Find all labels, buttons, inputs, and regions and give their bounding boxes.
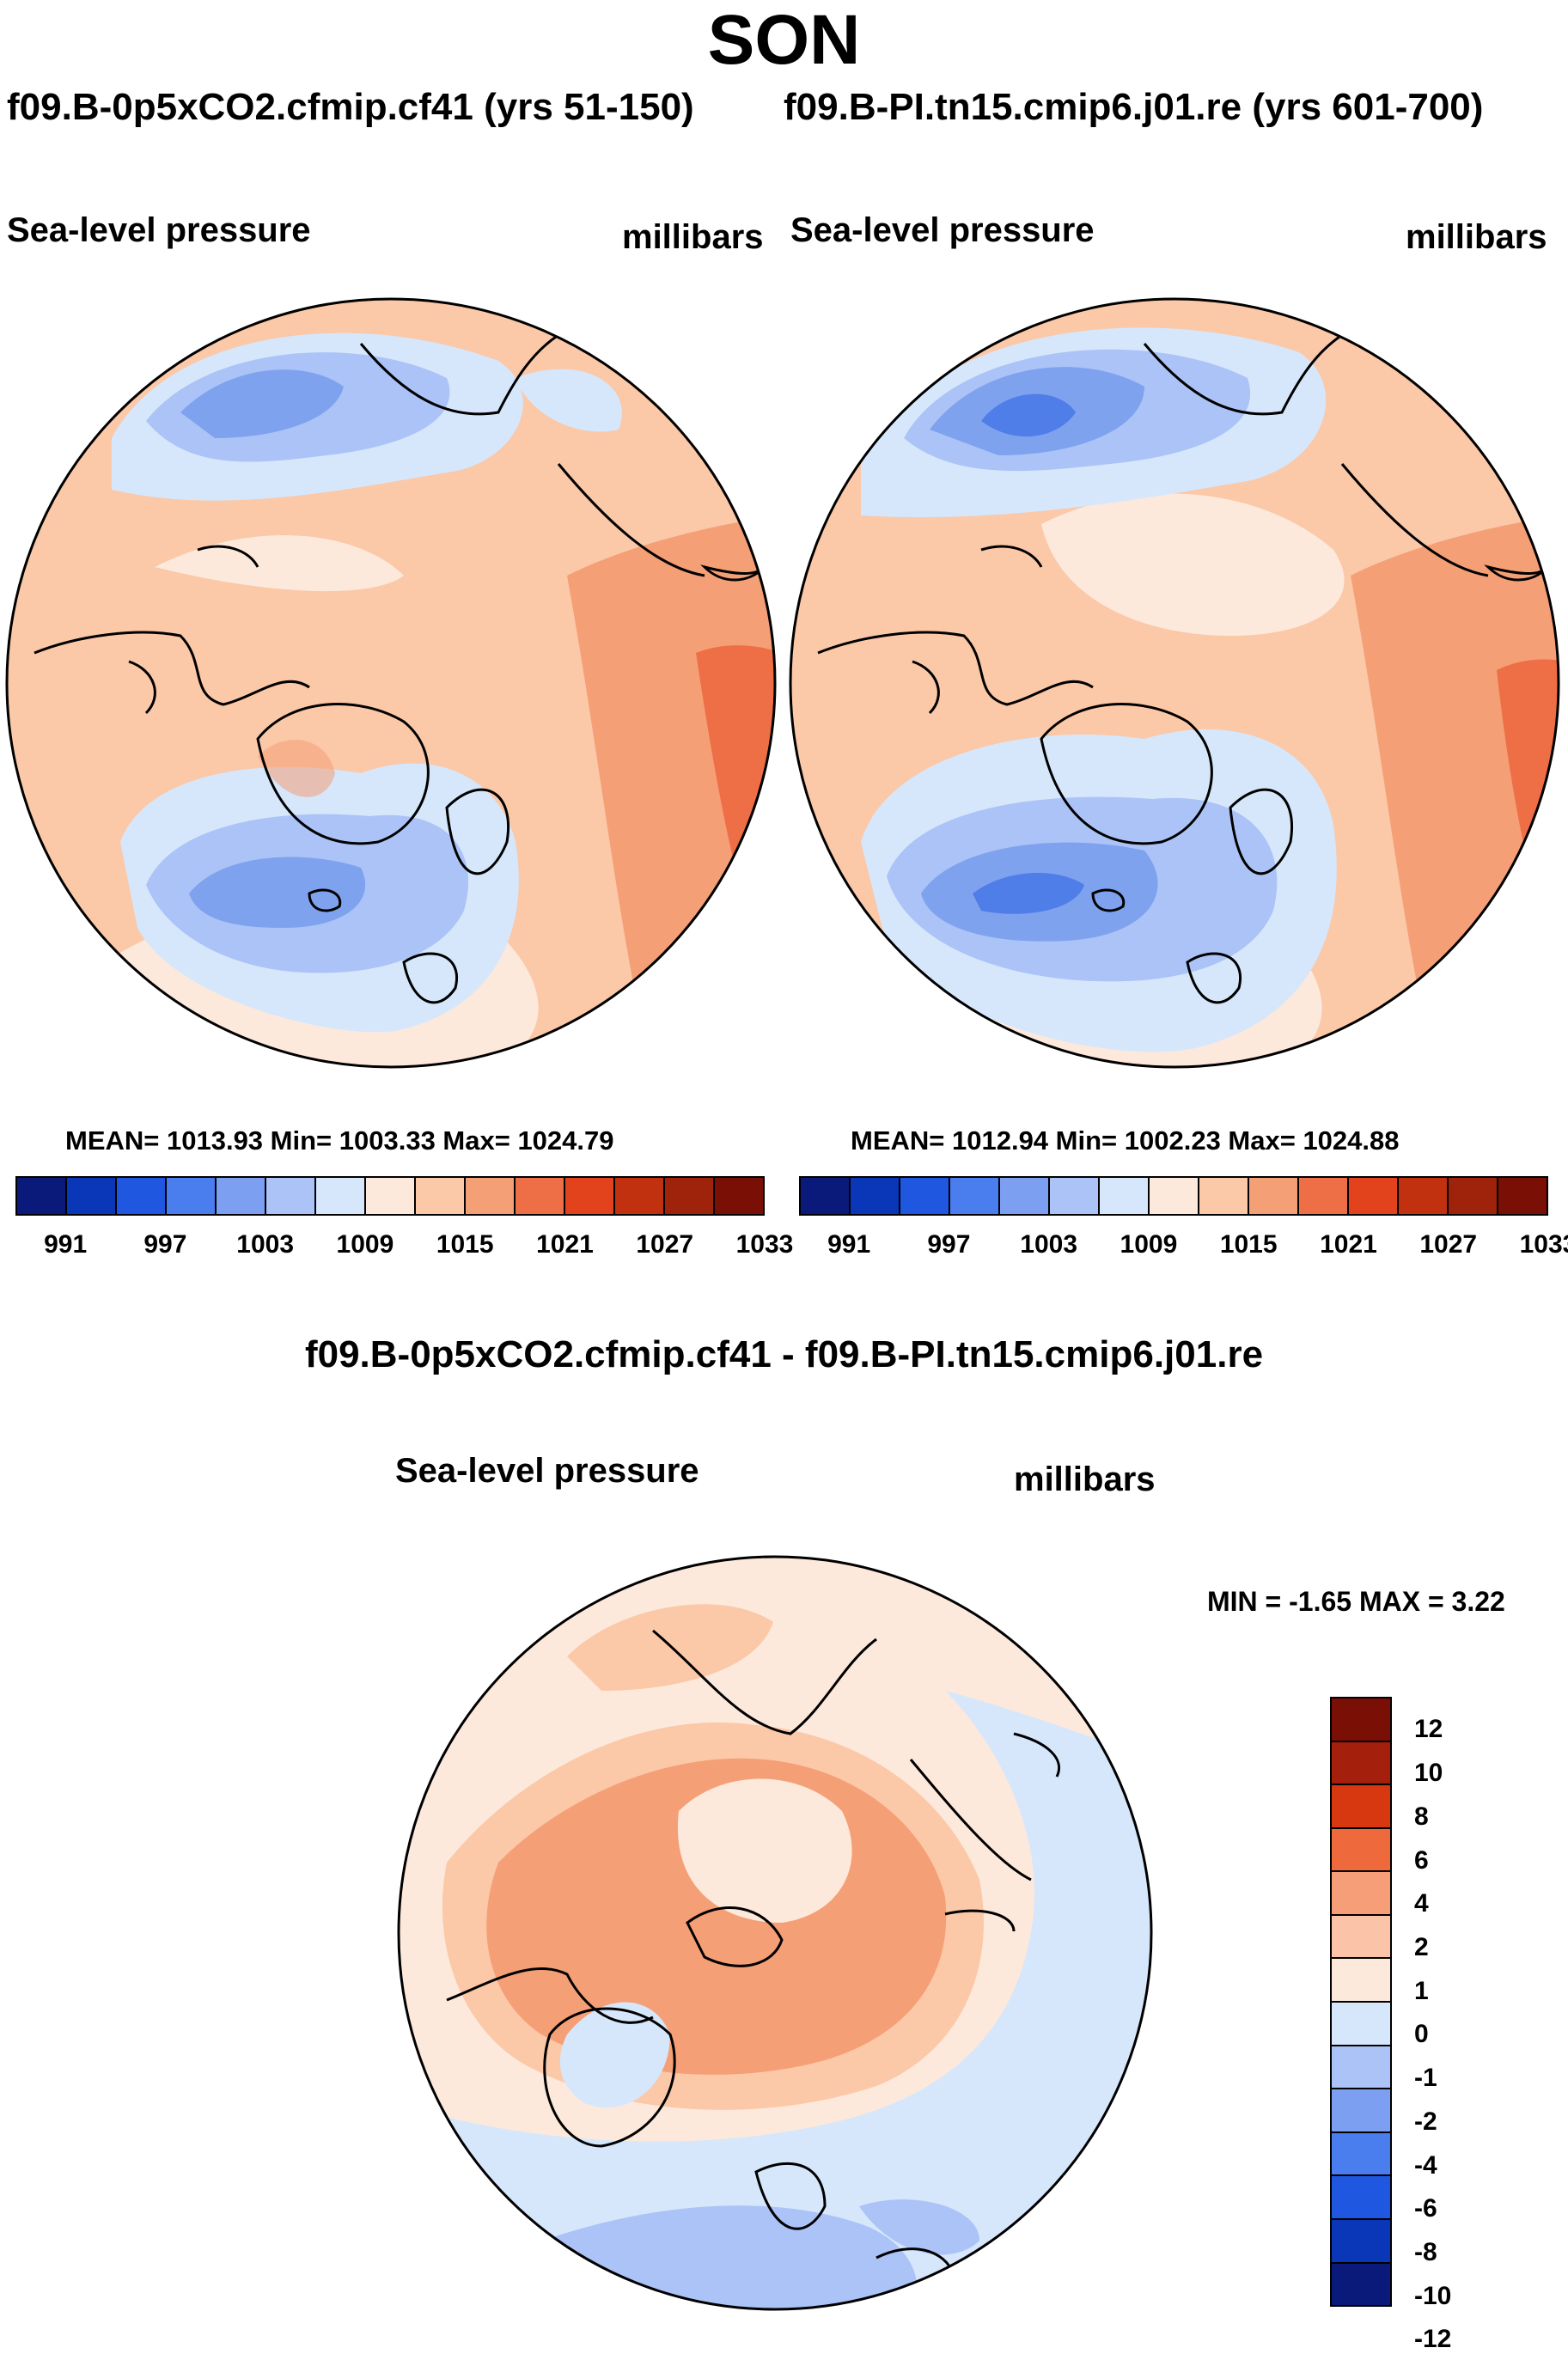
diff-colorbar-tick-label: 4 bbox=[1414, 1889, 1429, 1918]
panel-b-colorbar-swatch bbox=[1150, 1178, 1199, 1214]
panel-b-colorbar-swatch bbox=[1349, 1178, 1399, 1214]
diff-colorbar-swatch bbox=[1332, 2003, 1390, 2046]
panel-a-colorbar-swatch bbox=[117, 1178, 167, 1214]
panel-b-colorbar-swatch bbox=[1299, 1178, 1349, 1214]
panel-a-colorbar-swatch bbox=[715, 1178, 763, 1214]
diff-colorbar-swatch bbox=[1332, 1698, 1390, 1742]
panel-b-colorbar-tick-label: 991 bbox=[827, 1230, 871, 1259]
panel-b-colorbar-swatch bbox=[851, 1178, 900, 1214]
panel-b-colorbar-swatch bbox=[1449, 1178, 1498, 1214]
figure-title: SON bbox=[707, 1, 861, 79]
diff-colorbar-tick-label: 8 bbox=[1414, 1802, 1429, 1831]
panel-b-colorbar-swatch bbox=[1249, 1178, 1299, 1214]
panel-b-colorbar-swatch bbox=[1399, 1178, 1449, 1214]
panel-b-colorbar-tick-label: 1033 bbox=[1519, 1230, 1568, 1259]
panel-a-colorbar-swatch bbox=[316, 1178, 366, 1214]
panel-a-colorbar-swatch bbox=[67, 1178, 117, 1214]
panel-b-polar-map bbox=[789, 297, 1560, 1069]
panel-a-stats: MEAN= 1013.93 Min= 1003.33 Max= 1024.79 bbox=[65, 1125, 614, 1156]
diff-colorbar-tick-label: 1 bbox=[1414, 1976, 1429, 2005]
diff-colorbar-tick-label: 6 bbox=[1414, 1845, 1429, 1875]
panel-b-colorbar-swatch bbox=[1050, 1178, 1100, 1214]
diff-colorbar-swatch bbox=[1332, 2089, 1390, 2133]
panel-a-colorbar-tick-label: 1003 bbox=[236, 1230, 295, 1259]
panel-a-colorbar-swatch bbox=[217, 1178, 266, 1214]
panel-a-colorbar-swatch bbox=[516, 1178, 565, 1214]
panel-b-colorbar bbox=[799, 1176, 1548, 1216]
panel-b-colorbar-tick-label: 1027 bbox=[1419, 1230, 1478, 1259]
panel-a-polar-map bbox=[5, 297, 777, 1069]
diff-colorbar-tick-label: 2 bbox=[1414, 1932, 1429, 1961]
panel-a-colorbar-tick-label: 997 bbox=[143, 1230, 187, 1259]
panel-a-colorbar-tick-label: 1033 bbox=[735, 1230, 794, 1259]
panel-b-colorbar-swatch bbox=[1000, 1178, 1050, 1214]
panel-a-colorbar-tick-label: 1027 bbox=[636, 1230, 694, 1259]
diff-colorbar-tick-label: -8 bbox=[1414, 2237, 1437, 2266]
panel-b-colorbar-swatch bbox=[1498, 1178, 1547, 1214]
diff-colorbar-swatch bbox=[1332, 2046, 1390, 2090]
diff-colorbar-swatch bbox=[1332, 2263, 1390, 2306]
panel-a-units-label: millibars bbox=[622, 218, 764, 256]
diff-colorbar-tick-label: 0 bbox=[1414, 2020, 1429, 2049]
diff-colorbar-swatch bbox=[1332, 1959, 1390, 2003]
diff-units-label: millibars bbox=[1014, 1461, 1156, 1498]
diff-colorbar-tick-label: -4 bbox=[1414, 2150, 1437, 2180]
diff-polar-map bbox=[397, 1555, 1153, 2311]
panel-b-colorbar-swatch bbox=[1199, 1178, 1249, 1214]
panel-a-field-label: Sea-level pressure bbox=[7, 211, 311, 249]
panel-b-colorbar-tick-label: 1003 bbox=[1020, 1230, 1078, 1259]
diff-colorbar-swatch bbox=[1332, 1828, 1390, 1873]
diff-colorbar-swatch bbox=[1332, 1785, 1390, 1829]
diff-field-label: Sea-level pressure bbox=[395, 1452, 699, 1490]
panel-a-colorbar-swatch bbox=[466, 1178, 516, 1214]
panel-b-colorbar-tick-label: 1021 bbox=[1320, 1230, 1377, 1259]
panel-a-colorbar-swatch bbox=[565, 1178, 615, 1214]
panel-a-colorbar-tick-label: 991 bbox=[44, 1230, 88, 1259]
diff-colorbar-swatch bbox=[1332, 1741, 1390, 1786]
panel-b-run-title: f09.B-PI.tn15.cmip6.j01.re (yrs 601-700) bbox=[784, 86, 1484, 128]
panel-b-stats: MEAN= 1012.94 Min= 1002.23 Max= 1024.88 bbox=[851, 1125, 1400, 1156]
panel-a-colorbar-tick-label: 1021 bbox=[536, 1230, 594, 1259]
diff-colorbar-swatch bbox=[1332, 2132, 1390, 2177]
panel-b-colorbar-swatch bbox=[950, 1178, 1000, 1214]
panel-a-colorbar-swatch bbox=[416, 1178, 466, 1214]
diff-colorbar-swatch bbox=[1332, 2219, 1390, 2264]
diff-colorbar bbox=[1330, 1697, 1392, 2307]
diff-colorbar-tick-label: 10 bbox=[1414, 1759, 1443, 1788]
panel-b-field-label: Sea-level pressure bbox=[790, 211, 1095, 249]
diff-colorbar-swatch bbox=[1332, 1872, 1390, 1916]
panel-a-colorbar-swatch bbox=[167, 1178, 217, 1214]
diff-colorbar-swatch bbox=[1332, 1915, 1390, 1960]
panel-a-colorbar-swatch bbox=[17, 1178, 67, 1214]
panel-a-colorbar-swatch bbox=[665, 1178, 715, 1214]
diff-colorbar-tick-label: -12 bbox=[1414, 2325, 1452, 2354]
panel-a-colorbar-tick-label: 1015 bbox=[436, 1230, 494, 1259]
diff-colorbar-tick-label: -2 bbox=[1414, 2107, 1437, 2136]
panel-b-colorbar-tick-label: 1009 bbox=[1120, 1230, 1178, 1259]
panel-a-colorbar bbox=[15, 1176, 765, 1216]
panel-b-units-label: millibars bbox=[1406, 218, 1547, 256]
panel-a-run-title: f09.B-0p5xCO2.cfmip.cf41 (yrs 51-150) bbox=[7, 86, 694, 128]
panel-b-colorbar-swatch bbox=[900, 1178, 950, 1214]
panel-b-colorbar-tick-label: 997 bbox=[927, 1230, 971, 1259]
panel-b-colorbar-swatch bbox=[1100, 1178, 1150, 1214]
panel-b-colorbar-swatch bbox=[801, 1178, 851, 1214]
diff-colorbar-tick-label: -1 bbox=[1414, 2064, 1437, 2093]
diff-title: f09.B-0p5xCO2.cfmip.cf41 - f09.B-PI.tn15… bbox=[304, 1333, 1264, 1375]
diff-colorbar-swatch bbox=[1332, 2176, 1390, 2220]
panel-a-colorbar-tick-label: 1009 bbox=[336, 1230, 394, 1259]
diff-colorbar-tick-label: -6 bbox=[1414, 2194, 1437, 2223]
panel-b-colorbar-tick-label: 1015 bbox=[1219, 1230, 1278, 1259]
diff-minmax: MIN = -1.65 MAX = 3.22 bbox=[1207, 1586, 1505, 1617]
diff-colorbar-tick-label: 12 bbox=[1414, 1715, 1443, 1744]
panel-a-colorbar-swatch bbox=[615, 1178, 665, 1214]
panel-a-colorbar-swatch bbox=[266, 1178, 316, 1214]
diff-colorbar-tick-label: -10 bbox=[1414, 2281, 1452, 2310]
panel-a-colorbar-swatch bbox=[366, 1178, 416, 1214]
